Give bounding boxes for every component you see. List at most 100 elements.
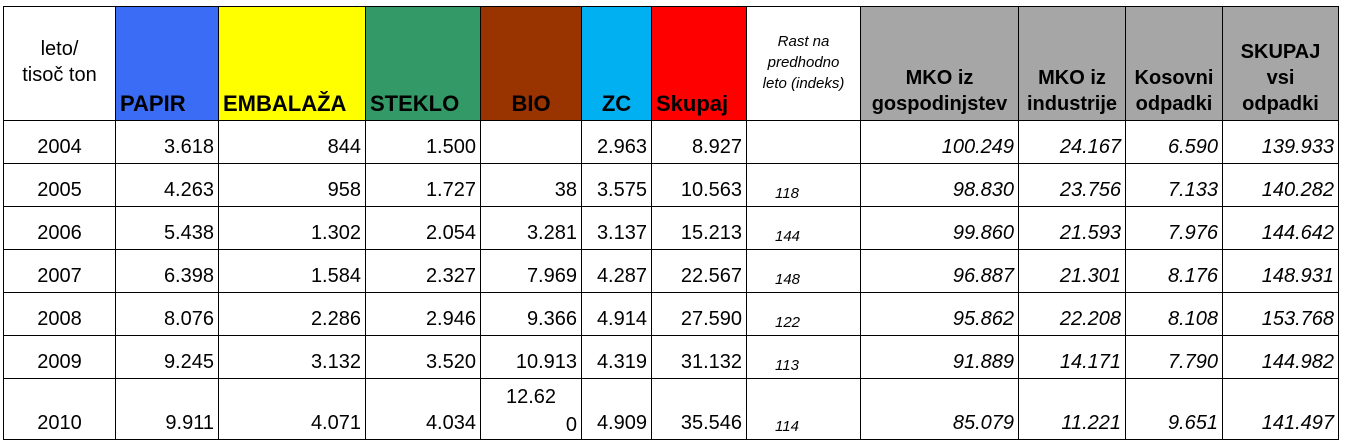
cell-bio xyxy=(480,120,582,164)
cell-year: 2008 xyxy=(3,292,116,336)
cell-skupaj-vsi: 139.933 xyxy=(1222,120,1339,164)
cell-embalaza: 958 xyxy=(218,163,366,207)
table-row: 2006 5.438 1.302 2.054 3.281 3.137 15.213 144 99… xyxy=(3,206,1339,250)
header-kosovni-line1: Kosovni xyxy=(1134,67,1214,89)
cell-year: 2007 xyxy=(3,249,116,293)
cell-mko-gosp: 91.889 xyxy=(860,335,1019,379)
cell-embalaza: 4.071 xyxy=(218,378,366,440)
cell-rast: 113 xyxy=(746,335,861,379)
header-mko-industrije: MKO iz industrije xyxy=(1018,6,1126,121)
cell-year: 2009 xyxy=(3,335,116,379)
header-skupaj-vsi-line1: SKUPAJ xyxy=(1240,41,1321,63)
cell-bio-part: 0 xyxy=(565,414,577,436)
header-mko-gospodinjstev: MKO iz gospodinjstev xyxy=(860,6,1019,121)
header-year-line1: leto/ xyxy=(40,38,79,60)
cell-mko-gosp: 98.830 xyxy=(860,163,1019,207)
cell-papir: 9.245 xyxy=(115,335,219,379)
cell-rast: 118 xyxy=(746,163,861,207)
header-skupaj-vsi: SKUPAJ vsi odpadki xyxy=(1222,6,1339,121)
table-row: 2005 4.263 958 1.727 38 3.575 10.563 118 98.830 2… xyxy=(3,163,1339,207)
header-zc: ZC xyxy=(581,6,652,121)
cell-zc: 3.137 xyxy=(581,206,652,250)
waste-statistics-table: leto/ tisoč ton PAPIR EMBALAŽA STEKLO BI… xyxy=(3,6,1339,440)
header-rast-line3: leto (indeks) xyxy=(762,74,845,92)
cell-papir: 8.076 xyxy=(115,292,219,336)
header-mko-gosp-line2: gospodinjstev xyxy=(871,93,1008,115)
cell-skupaj: 31.132 xyxy=(651,335,747,379)
header-skupaj-vsi-line3: odpadki xyxy=(1242,93,1319,115)
cell-rast: 114 xyxy=(746,378,861,440)
cell-mko-ind: 14.171 xyxy=(1018,335,1126,379)
cell-kosovni: 8.176 xyxy=(1125,249,1223,293)
header-skupaj-label: Skupaj xyxy=(656,91,729,116)
header-steklo-label: STEKLO xyxy=(370,91,460,116)
cell-skupaj-vsi: 144.982 xyxy=(1222,335,1339,379)
cell-zc: 4.914 xyxy=(581,292,652,336)
header-skupaj-vsi-line2: vsi xyxy=(1266,67,1295,89)
header-papir-label: PAPIR xyxy=(120,91,186,116)
cell-mko-ind: 21.301 xyxy=(1018,249,1126,293)
header-rast: Rast na predhodno leto (indeks) xyxy=(746,6,861,121)
cell-steklo: 3.520 xyxy=(365,335,481,379)
cell-skupaj-vsi: 140.282 xyxy=(1222,163,1339,207)
cell-mko-ind: 11.221 xyxy=(1018,378,1126,440)
cell-bio: 3.281 xyxy=(480,206,582,250)
cell-mko-gosp: 85.079 xyxy=(860,378,1019,440)
cell-rast: 148 xyxy=(746,249,861,293)
cell-zc: 3.575 xyxy=(581,163,652,207)
header-year-line2: tisoč ton xyxy=(22,64,97,86)
header-rast-line1: Rast na xyxy=(777,32,830,50)
cell-papir: 5.438 xyxy=(115,206,219,250)
header-kosovni-line2: odpadki xyxy=(1135,93,1213,115)
header-bio: BIO xyxy=(480,6,582,121)
cell-zc: 4.287 xyxy=(581,249,652,293)
cell-mko-gosp: 99.860 xyxy=(860,206,1019,250)
cell-embalaza: 2.286 xyxy=(218,292,366,336)
header-bio-label: BIO xyxy=(511,91,551,116)
header-papir: PAPIR xyxy=(115,6,219,121)
header-rast-line2: predhodno xyxy=(767,53,840,71)
cell-embalaza: 3.132 xyxy=(218,335,366,379)
cell-skupaj-vsi: 148.931 xyxy=(1222,249,1339,293)
table-row: 2008 8.076 2.286 2.946 9.366 4.914 27.590 122 95… xyxy=(3,292,1339,336)
cell-mko-gosp: 96.887 xyxy=(860,249,1019,293)
cell-mko-ind: 22.208 xyxy=(1018,292,1126,336)
cell-kosovni: 7.133 xyxy=(1125,163,1223,207)
header-mko-ind-line2: industrije xyxy=(1026,93,1117,115)
cell-kosovni: 7.790 xyxy=(1125,335,1223,379)
cell-steklo: 1.727 xyxy=(365,163,481,207)
cell-skupaj: 22.567 xyxy=(651,249,747,293)
table-row: 2007 6.398 1.584 2.327 7.969 4.287 22.567 148 96… xyxy=(3,249,1339,293)
header-row: leto/ tisoč ton PAPIR EMBALAŽA STEKLO BI… xyxy=(3,6,1339,121)
cell-bio: 7.969 xyxy=(480,249,582,293)
header-year: leto/ tisoč ton xyxy=(3,6,116,121)
cell-bio: 12.62 0 xyxy=(480,378,582,440)
cell-papir: 3.618 xyxy=(115,120,219,164)
cell-mko-ind: 23.756 xyxy=(1018,163,1126,207)
header-embalaza: EMBALAŽA xyxy=(218,6,366,121)
cell-steklo: 2.946 xyxy=(365,292,481,336)
header-mko-gosp-line1: MKO iz xyxy=(905,67,974,89)
cell-skupaj: 15.213 xyxy=(651,206,747,250)
cell-papir: 4.263 xyxy=(115,163,219,207)
cell-mko-gosp: 95.862 xyxy=(860,292,1019,336)
cell-zc: 4.909 xyxy=(581,378,652,440)
cell-zc: 2.963 xyxy=(581,120,652,164)
cell-skupaj: 27.590 xyxy=(651,292,747,336)
cell-steklo: 1.500 xyxy=(365,120,481,164)
cell-steklo: 4.034 xyxy=(365,378,481,440)
header-zc-label: ZC xyxy=(601,91,632,116)
cell-rast: 144 xyxy=(746,206,861,250)
table-row: 2009 9.245 3.132 3.520 10.913 4.319 31.132 113 9… xyxy=(3,335,1339,379)
cell-skupaj-vsi: 141.497 xyxy=(1222,378,1339,440)
header-mko-ind-line1: MKO iz xyxy=(1038,67,1106,89)
cell-skupaj: 8.927 xyxy=(651,120,747,164)
cell-year: 2006 xyxy=(3,206,116,250)
header-embalaza-label: EMBALAŽA xyxy=(223,91,347,116)
cell-zc: 4.319 xyxy=(581,335,652,379)
cell-mko-gosp: 100.249 xyxy=(860,120,1019,164)
cell-mko-ind: 21.593 xyxy=(1018,206,1126,250)
cell-skupaj: 35.546 xyxy=(651,378,747,440)
cell-steklo: 2.327 xyxy=(365,249,481,293)
cell-year: 2004 xyxy=(3,120,116,164)
